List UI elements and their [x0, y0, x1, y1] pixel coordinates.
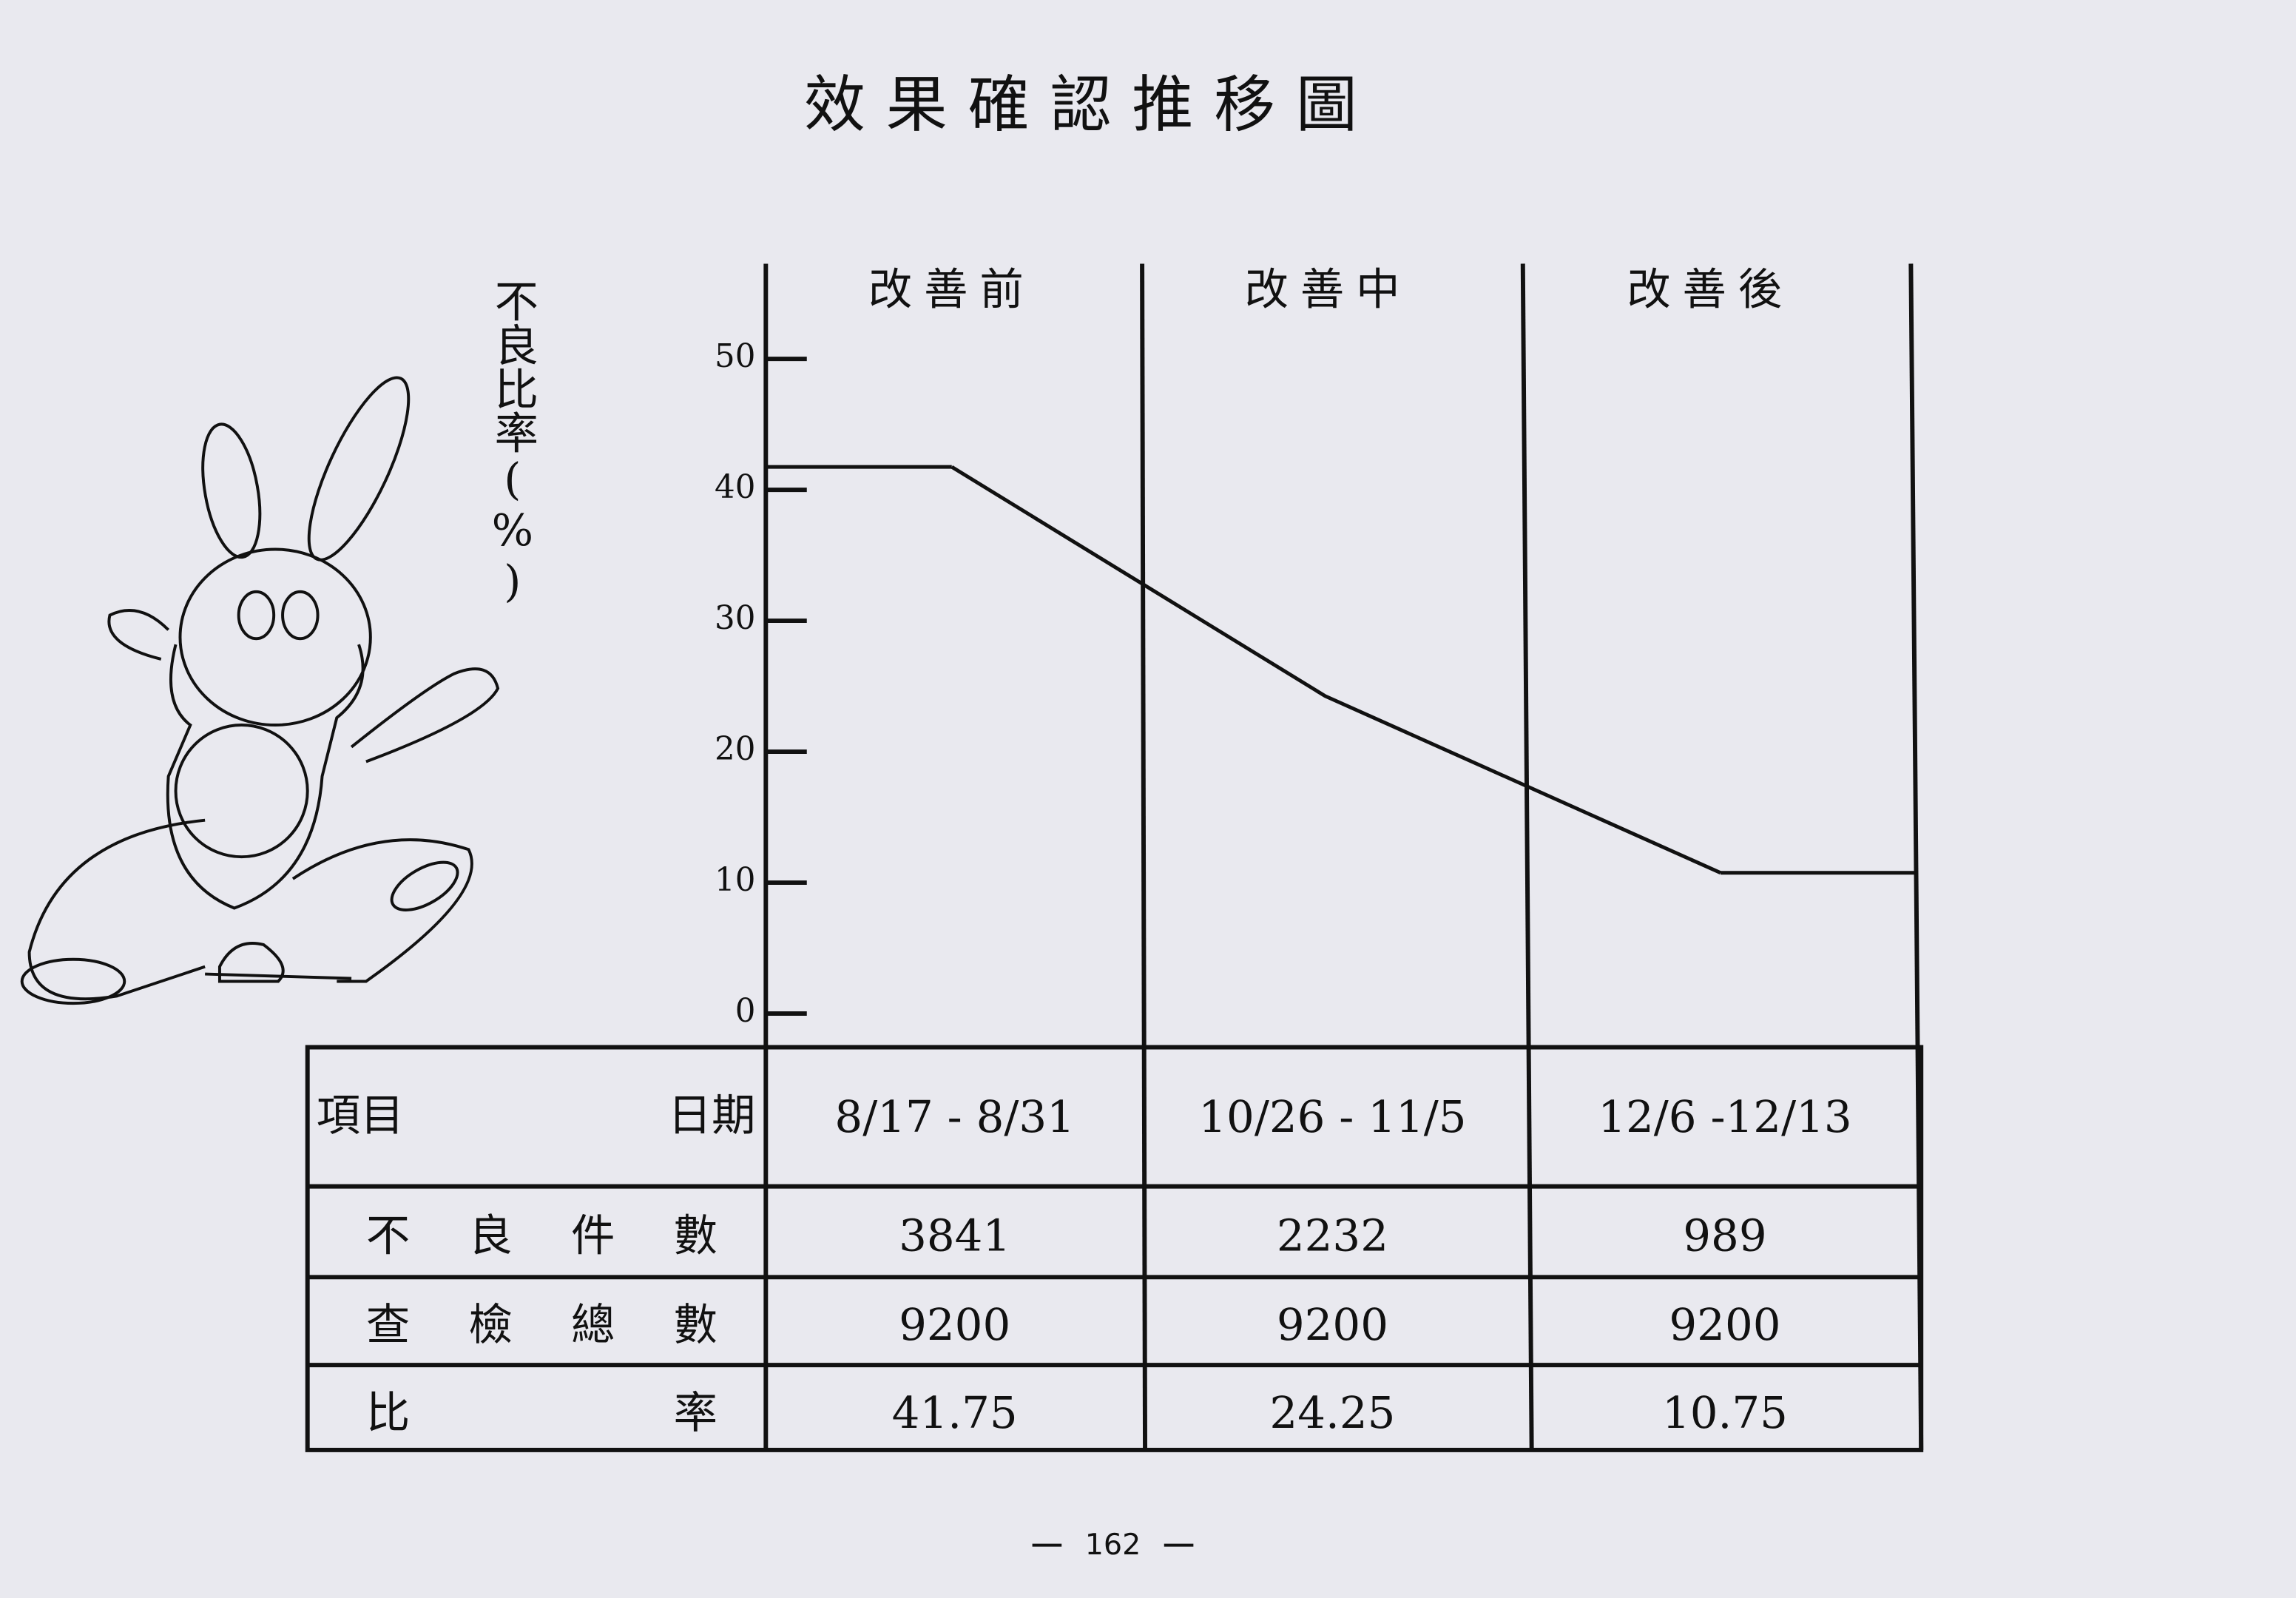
- period-header: 改善中: [1245, 265, 1412, 316]
- data-line: [951, 465, 1722, 875]
- date-range: 8/17 - 8/31: [834, 1092, 1074, 1143]
- period-header: 改善前: [868, 265, 1036, 316]
- table-corner: 項目: [317, 1090, 405, 1142]
- rabbit-illustration: [20, 376, 500, 1005]
- date-range: 12/6 -12/13: [1598, 1092, 1851, 1143]
- table-cell: 41.75: [892, 1388, 1018, 1439]
- table-cell: 9200: [899, 1300, 1010, 1351]
- period-header: 改善後: [1627, 265, 1794, 316]
- y-tick-label: 40: [715, 469, 755, 506]
- table-cell: 24.25: [1269, 1388, 1395, 1439]
- table-cell: 2232: [1277, 1210, 1388, 1261]
- frame: [305, 263, 1924, 1452]
- y-tick-label: 50: [715, 338, 755, 375]
- table-corner: 日期: [668, 1090, 756, 1142]
- table-cell: 989: [1683, 1210, 1766, 1261]
- table-cell: 3841: [899, 1210, 1010, 1261]
- y-tick-label: 0: [735, 993, 756, 1030]
- date-range: 10/26 - 11/5: [1198, 1092, 1466, 1143]
- y-tick-label: 30: [715, 600, 755, 637]
- table-cell: 9200: [1669, 1300, 1780, 1351]
- y-axis-label: 不良比率(%): [487, 278, 538, 607]
- table-cell: 9200: [1277, 1300, 1388, 1351]
- table-cell: 10.75: [1662, 1388, 1788, 1439]
- title: 效果確認推移圖: [804, 69, 1378, 141]
- page-number: 162: [1085, 1528, 1141, 1562]
- y-tick-label: 20: [715, 731, 755, 768]
- y-tick-label: 10: [715, 862, 755, 899]
